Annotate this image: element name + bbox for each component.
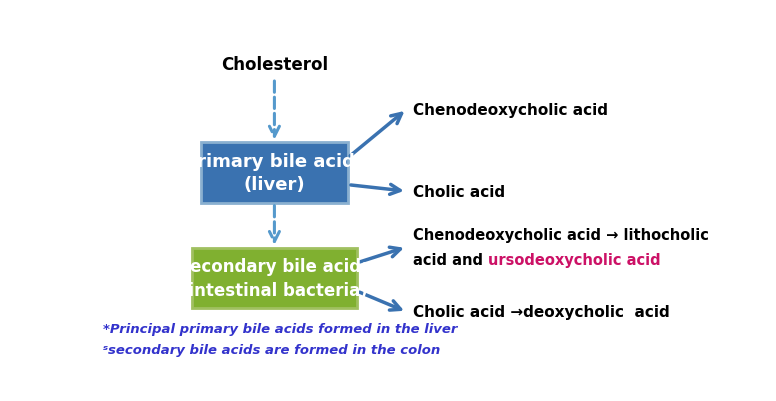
Text: Secondary bile acids
(intestinal bacteria): Secondary bile acids (intestinal bacteri…: [178, 257, 371, 299]
Text: Primary bile acids
(liver): Primary bile acids (liver): [184, 152, 365, 194]
Text: Chenodeoxycholic acid: Chenodeoxycholic acid: [413, 102, 608, 117]
Text: *Principal primary bile acids formed in the liver: *Principal primary bile acids formed in …: [103, 323, 457, 336]
Text: Cholesterol: Cholesterol: [221, 56, 328, 74]
Text: acid and: acid and: [413, 252, 488, 267]
Text: Cholic acid: Cholic acid: [413, 184, 505, 199]
Text: Chenodeoxycholic acid → lithocholic: Chenodeoxycholic acid → lithocholic: [413, 227, 708, 243]
FancyBboxPatch shape: [192, 248, 357, 308]
FancyBboxPatch shape: [201, 143, 348, 203]
Text: ˢsecondary bile acids are formed in the colon: ˢsecondary bile acids are formed in the …: [103, 343, 440, 356]
Text: ursodeoxycholic acid: ursodeoxycholic acid: [488, 252, 660, 267]
Text: Cholic acid →deoxycholic  acid: Cholic acid →deoxycholic acid: [413, 305, 670, 320]
